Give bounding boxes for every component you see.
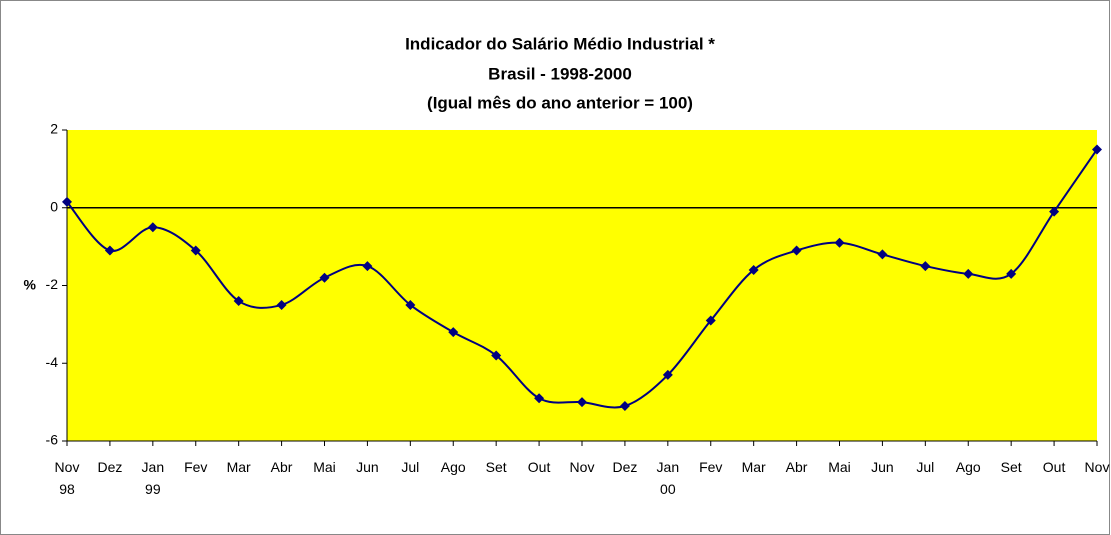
x-tick-label: Set [486,459,507,475]
data-point [276,299,287,310]
y-tick-label: -2 [46,276,59,292]
data-point [619,401,630,412]
data-point [534,393,545,404]
plot-area [67,130,1097,441]
x-tick-label: Nov [570,459,595,475]
x-tick-label: Jun [356,459,379,475]
data-point [405,299,416,310]
data-point [963,268,974,279]
x-tick-label: Nov [1085,459,1110,475]
data-point [791,245,802,256]
x-tick-label: Fev [184,459,207,475]
y-tick-label: 0 [50,198,58,214]
chart-subtitle: Brasil - 1998-2000 [488,64,632,83]
data-point [104,245,115,256]
x-tick-label: Nov 98 [55,459,80,497]
y-tick-label: -6 [46,432,59,448]
x-tick-label: Fev [699,459,722,475]
data-point [920,261,931,272]
data-point [1092,144,1102,155]
data-point [147,222,158,233]
x-tick-label: Ago [956,459,981,475]
x-tick-label: Jul [401,459,419,475]
data-point [1049,206,1060,217]
data-point [62,196,72,207]
data-point [748,264,759,275]
data-point [362,261,373,272]
y-axis-title: % [24,277,37,293]
x-tick-label: Mar [227,459,251,475]
data-point [491,350,502,361]
x-tick-label: Jul [916,459,934,475]
data-point [705,315,716,326]
data-point [662,369,673,380]
x-tick-label: Out [1043,459,1066,475]
x-tick-label: Out [528,459,551,475]
data-point [319,272,330,283]
x-tick-label: Mar [742,459,766,475]
chart-subtitle: (Igual mês do ano anterior = 100) [427,93,693,112]
y-tick-label: 2 [50,121,58,137]
data-point [1006,268,1017,279]
chart-title: Indicador do Salário Médio Industrial * [405,34,715,53]
data-point [877,249,888,260]
x-tick-label: Jan 00 [657,459,680,497]
data-point [233,296,244,307]
data-point [577,397,587,408]
x-tick-label: Mai [828,459,851,475]
x-tick-label: Abr [786,459,808,475]
x-tick-label: Dez [612,459,637,475]
x-tick-label: Set [1001,459,1022,475]
x-tick-label: Jun [871,459,894,475]
data-point [190,245,201,256]
x-tick-label: Mai [313,459,336,475]
y-tick-label: -4 [46,354,59,370]
x-tick-label: Jan 99 [142,459,165,497]
x-tick-label: Dez [97,459,122,475]
data-point [834,237,845,248]
x-tick-label: Ago [441,459,466,475]
x-tick-label: Abr [271,459,293,475]
data-point [448,327,459,338]
